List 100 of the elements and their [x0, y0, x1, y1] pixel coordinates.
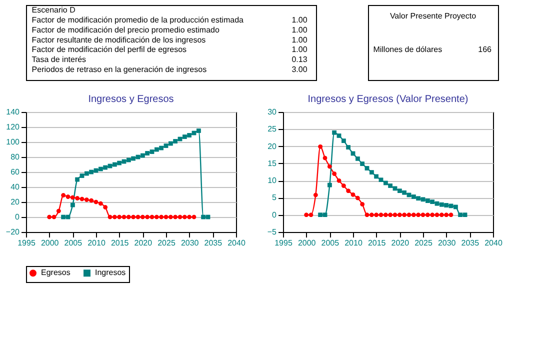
chart-title: Ingresos y Egresos — [88, 94, 174, 105]
point — [47, 214, 52, 220]
point — [370, 212, 374, 217]
point — [80, 174, 84, 178]
point — [150, 214, 154, 220]
point — [342, 184, 346, 188]
x-tick-label: 2005 — [321, 238, 340, 248]
point — [196, 128, 201, 133]
point — [168, 141, 173, 146]
point — [98, 166, 103, 172]
x-tick-label: 2020 — [391, 238, 410, 248]
point — [126, 158, 131, 162]
point — [206, 214, 210, 220]
point — [56, 208, 61, 214]
x-tick-label: 1995 — [18, 238, 36, 248]
point — [159, 146, 164, 150]
point — [94, 168, 98, 173]
point — [126, 214, 131, 220]
x-tick-label: 2040 — [228, 238, 246, 248]
point — [187, 133, 192, 138]
point — [322, 212, 328, 217]
point — [192, 214, 196, 220]
point — [434, 212, 440, 217]
y-tick-label: 20 — [268, 142, 278, 151]
point — [61, 193, 66, 198]
point — [164, 144, 168, 148]
point — [430, 200, 434, 204]
legend-label: Ingresos — [95, 268, 126, 278]
category-label: Factor de modificación del precio promedio estimado — [32, 25, 220, 34]
point — [444, 212, 448, 217]
point — [336, 178, 342, 183]
point — [402, 212, 406, 217]
point — [117, 214, 122, 220]
x-tick-label: 2030 — [438, 238, 456, 248]
point — [131, 214, 136, 220]
point — [75, 196, 80, 200]
category-label: Factor resultante de modificación de los ingresos — [32, 35, 206, 44]
point — [412, 194, 416, 199]
point — [70, 202, 75, 208]
point — [420, 197, 426, 202]
point — [406, 192, 412, 198]
x-tick-label: 2020 — [134, 238, 153, 248]
y-tick-label: 120 — [6, 122, 20, 132]
point — [426, 212, 430, 217]
point — [201, 214, 206, 220]
text: 3.00 — [292, 65, 308, 74]
point — [182, 134, 187, 139]
y-tick-label: 10 — [268, 176, 278, 186]
text: Millones de dólares — [373, 45, 442, 54]
point — [426, 198, 430, 203]
text: 0.13 — [292, 55, 308, 64]
point — [448, 212, 454, 217]
legend-label: Egresos — [41, 268, 70, 278]
point — [392, 186, 398, 191]
point — [103, 205, 108, 210]
point — [336, 134, 342, 138]
point — [384, 212, 388, 217]
point — [374, 174, 378, 179]
point — [122, 214, 126, 220]
point — [440, 202, 444, 207]
point — [454, 204, 458, 210]
point — [145, 151, 150, 156]
point — [304, 212, 308, 217]
point — [192, 130, 196, 136]
category-label: Tasa de interés — [32, 55, 86, 64]
point — [108, 214, 112, 220]
point — [70, 195, 75, 200]
point — [182, 214, 187, 220]
point — [360, 162, 364, 166]
point — [356, 196, 360, 200]
point — [140, 153, 145, 158]
point — [364, 166, 370, 170]
point — [398, 188, 402, 193]
point — [378, 212, 384, 217]
point — [388, 184, 392, 188]
x-tick-label: 2015 — [110, 238, 130, 248]
x-tick-label: 2000 — [40, 238, 60, 248]
point — [140, 214, 145, 220]
point — [434, 201, 440, 206]
point — [84, 198, 89, 202]
point — [350, 192, 356, 197]
point — [392, 212, 398, 217]
y-tick-label: 40 — [10, 182, 20, 192]
point — [346, 188, 350, 193]
point — [136, 214, 140, 220]
point — [117, 160, 122, 166]
text: 1.00 — [292, 15, 308, 24]
point — [122, 159, 126, 164]
point — [342, 138, 346, 143]
category-label: Factor de modificación del perfil de egresos — [32, 45, 187, 54]
point — [406, 212, 412, 217]
point — [84, 171, 89, 176]
text: 1.00 — [292, 25, 308, 34]
point — [356, 156, 360, 161]
y-tick-label: 80 — [10, 152, 20, 162]
x-tick-label: 1995 — [274, 238, 293, 248]
point — [136, 154, 140, 160]
y-tick-label: 15 — [268, 158, 278, 168]
point — [94, 200, 98, 204]
x-tick-label: 2040 — [484, 238, 503, 248]
